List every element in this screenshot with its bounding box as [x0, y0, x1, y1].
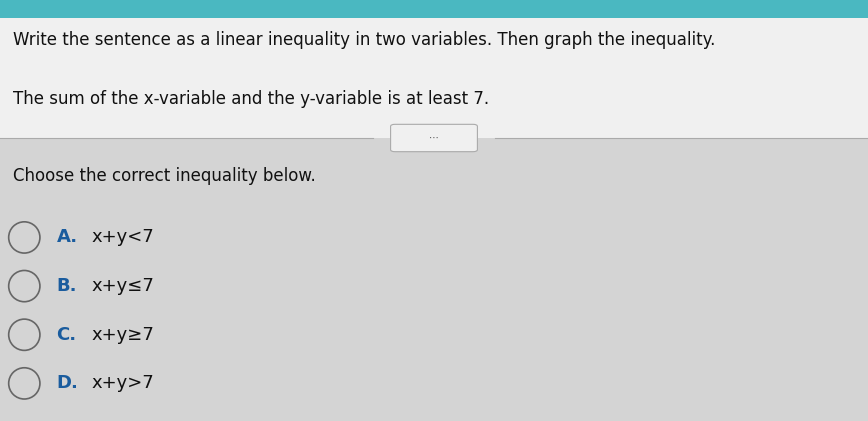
Text: ⋯: ⋯	[429, 133, 439, 143]
Text: Write the sentence as a linear inequality in two variables. Then graph the inequ: Write the sentence as a linear inequalit…	[13, 31, 715, 49]
Text: x+y>7: x+y>7	[91, 374, 154, 392]
FancyBboxPatch shape	[391, 124, 477, 152]
Text: B.: B.	[56, 277, 77, 295]
FancyBboxPatch shape	[0, 138, 868, 421]
Text: C.: C.	[56, 326, 76, 344]
Text: D.: D.	[56, 374, 78, 392]
Text: x+y<7: x+y<7	[91, 229, 154, 246]
Text: A.: A.	[56, 229, 77, 246]
Text: The sum of the x-variable and the y-variable is at least 7.: The sum of the x-variable and the y-vari…	[13, 90, 490, 108]
FancyBboxPatch shape	[0, 0, 868, 18]
FancyBboxPatch shape	[0, 18, 868, 138]
Text: x+y≤7: x+y≤7	[91, 277, 154, 295]
Text: Choose the correct inequality below.: Choose the correct inequality below.	[13, 168, 316, 186]
Text: x+y≥7: x+y≥7	[91, 326, 154, 344]
